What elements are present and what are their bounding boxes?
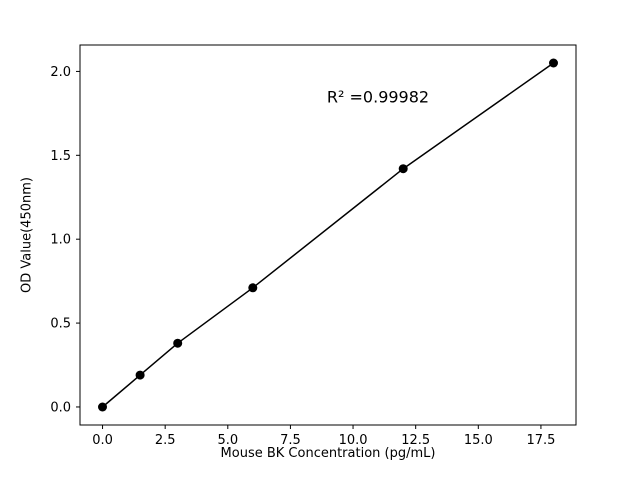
x-tick-label: 12.5	[401, 433, 430, 448]
data-point	[248, 283, 258, 293]
y-tick-label: 2.0	[50, 65, 71, 80]
r-squared-annotation: R² =0.99982	[326, 87, 430, 107]
x-tick-label: 17.5	[526, 433, 555, 448]
y-tick-label: 0.0	[50, 400, 71, 415]
data-point	[98, 402, 107, 412]
y-tick-label: 1.0	[50, 233, 71, 248]
x-tick-label: 0.0	[92, 433, 113, 448]
x-tick-label: 5.0	[217, 433, 238, 448]
y-axis-label: OD Value(450nm)	[19, 177, 35, 293]
plot-frame	[79, 44, 577, 426]
x-tick-label: 10.0	[339, 433, 368, 448]
y-tick-label: 1.5	[50, 149, 71, 164]
y-tick-label: 0.5	[50, 317, 71, 332]
x-tick-label: 7.5	[280, 433, 301, 448]
x-tick-label: 15.0	[464, 433, 493, 448]
data-point	[549, 58, 558, 68]
data-point	[135, 370, 145, 380]
fit-line	[102, 62, 554, 408]
x-axis-label: Mouse BK Concentration (pg/mL)	[220, 446, 436, 461]
data-point	[173, 338, 183, 348]
data-point	[398, 164, 408, 174]
x-tick-label: 2.5	[155, 433, 176, 448]
